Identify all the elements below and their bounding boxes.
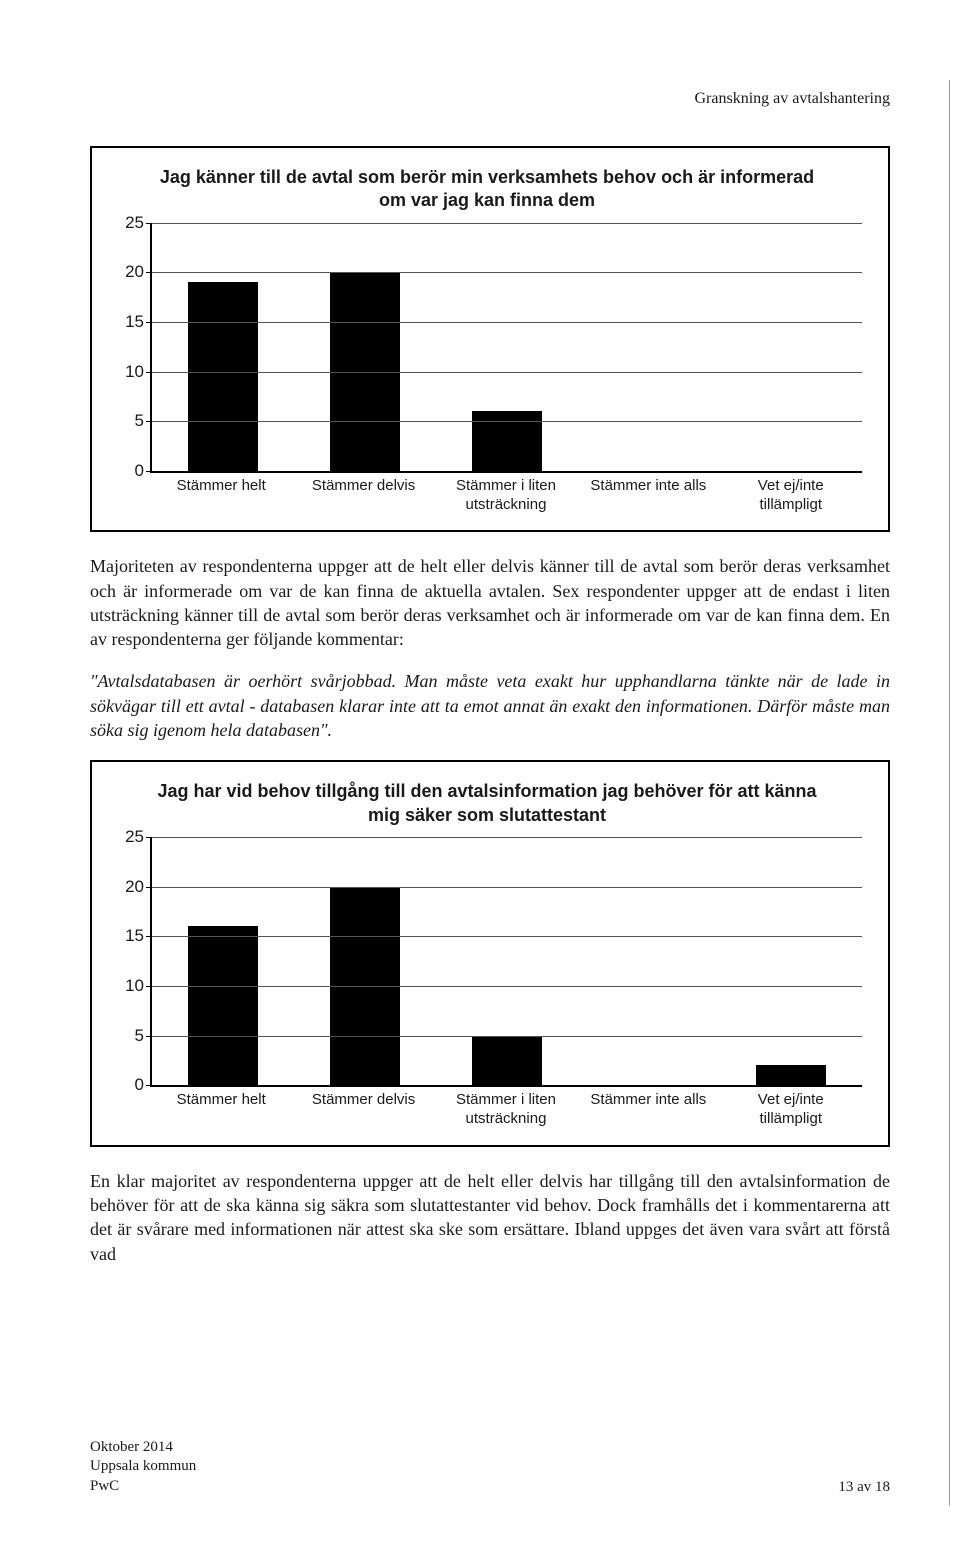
chart-2-gridline xyxy=(152,986,862,987)
chart-2-bar xyxy=(756,1065,826,1085)
chart-2-tick-mark xyxy=(146,1085,152,1086)
chart-1-xlabel: Stämmer delvis xyxy=(299,477,429,515)
chart-2-y-axis: 2520151050 xyxy=(112,837,150,1085)
chart-2-xlabel: Stämmer i liten utsträckning xyxy=(441,1091,571,1129)
page-footer: Oktober 2014 Uppsala kommun PwC 13 av 18 xyxy=(90,1438,890,1497)
chart-2-xlabel: Stämmer helt xyxy=(156,1091,286,1129)
chart-1-xlabel: Stämmer i liten utsträckning xyxy=(441,477,571,515)
chart-1-area: 2520151050 xyxy=(112,223,862,473)
chart-2-x-labels: Stämmer helt Stämmer delvis Stämmer i lite… xyxy=(150,1091,862,1129)
chart-2-bar xyxy=(472,1036,542,1086)
chart-2-gridline xyxy=(152,936,862,937)
chart-1-xlabel: Stämmer helt xyxy=(156,477,286,515)
footer-org: Uppsala kommun xyxy=(90,1457,196,1477)
chart-2-gridline xyxy=(152,1036,862,1037)
paragraph-3: En klar majoritet av respondenterna uppg… xyxy=(90,1169,890,1266)
chart-1-title: Jag känner till de avtal som berör min v… xyxy=(152,166,822,213)
chart-1-bar xyxy=(188,282,258,470)
page-edge-line xyxy=(949,80,950,1506)
chart-1-y-axis: 2520151050 xyxy=(112,223,150,471)
chart-1-xlabel: Vet ej/inte tillämpligt xyxy=(726,477,856,515)
chart-1-plot xyxy=(150,223,862,473)
chart-1-xlabel: Stämmer inte alls xyxy=(583,477,713,515)
footer-brand: PwC xyxy=(90,1477,196,1497)
footer-left: Oktober 2014 Uppsala kommun PwC xyxy=(90,1438,196,1497)
chart-1: Jag känner till de avtal som berör min v… xyxy=(90,146,890,532)
chart-1-gridline xyxy=(152,322,862,323)
paragraph-2-quote: "Avtalsdatabasen är oerhört svårjobbad. … xyxy=(90,669,890,742)
footer-date: Oktober 2014 xyxy=(90,1438,196,1458)
chart-2-gridline xyxy=(152,887,862,888)
chart-2-xlabel: Vet ej/inte tillämpligt xyxy=(726,1091,856,1129)
chart-2-bars xyxy=(152,837,862,1085)
footer-page-number: 13 av 18 xyxy=(838,1479,890,1496)
chart-2-xlabel: Stämmer inte alls xyxy=(583,1091,713,1129)
chart-1-gridline xyxy=(152,421,862,422)
chart-1-x-labels: Stämmer helt Stämmer delvis Stämmer i lite… xyxy=(150,477,862,515)
chart-2-gridline xyxy=(152,837,862,838)
chart-2-area: 2520151050 xyxy=(112,837,862,1087)
page-header-title: Granskning av avtalshantering xyxy=(90,90,890,108)
chart-1-tick-mark xyxy=(146,471,152,472)
chart-2-plot xyxy=(150,837,862,1087)
chart-1-gridline xyxy=(152,223,862,224)
chart-1-bars xyxy=(152,223,862,471)
paragraph-1: Majoriteten av respondenterna uppger att… xyxy=(90,554,890,651)
chart-1-gridline xyxy=(152,372,862,373)
chart-2-title: Jag har vid behov tillgång till den avta… xyxy=(152,780,822,827)
chart-2-xlabel: Stämmer delvis xyxy=(299,1091,429,1129)
chart-2-bar xyxy=(188,926,258,1085)
page: Granskning av avtalshantering Jag känner… xyxy=(0,0,960,1546)
chart-1-gridline xyxy=(152,272,862,273)
chart-2: Jag har vid behov tillgång till den avta… xyxy=(90,760,890,1146)
